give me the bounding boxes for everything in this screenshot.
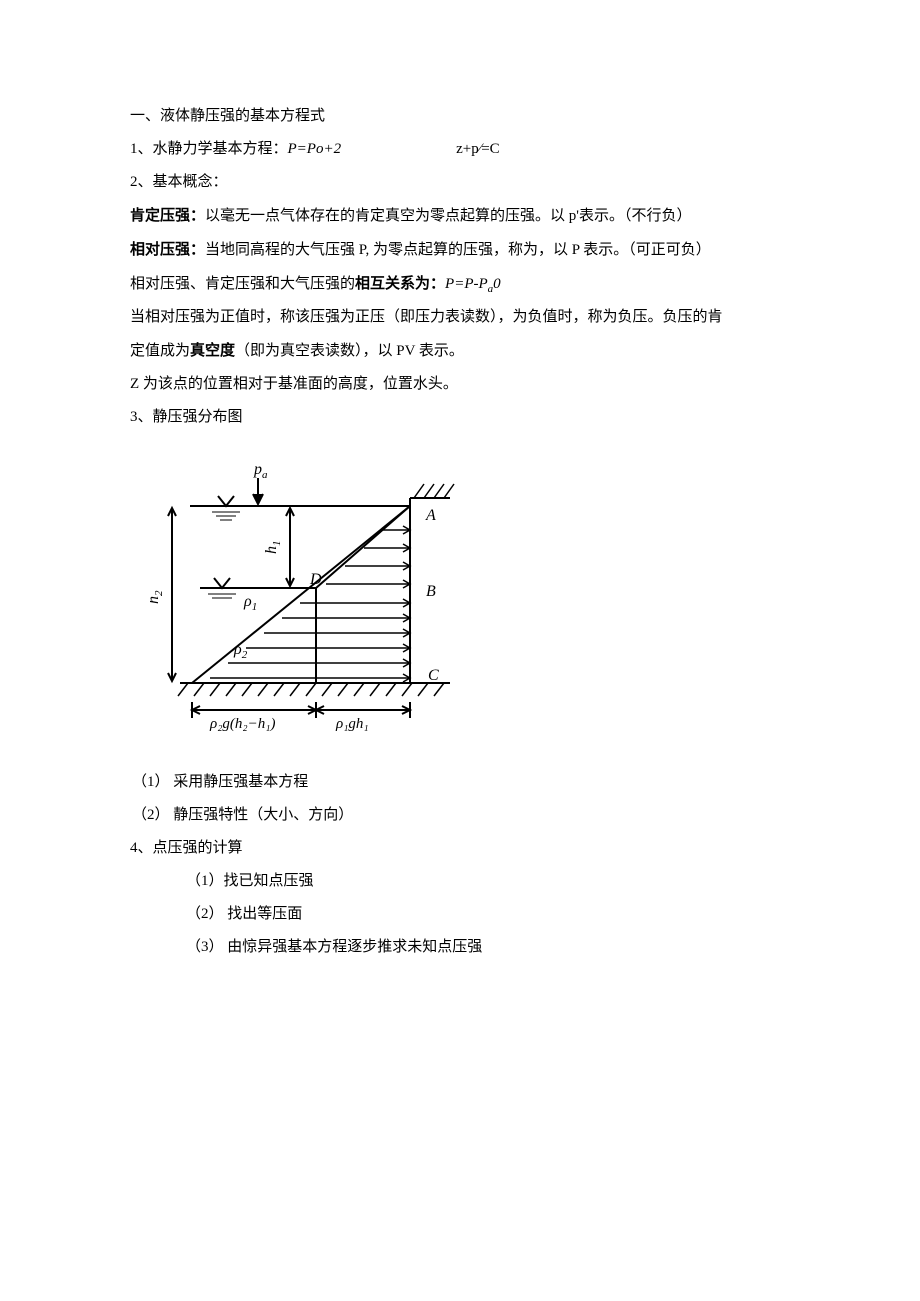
equation-2: z+p⁄=C bbox=[456, 133, 500, 166]
text: （即为真空表读数），以 PV 表示。 bbox=[235, 343, 464, 359]
line-relative-pressure: 相对压强：当地同高程的大气压强 P, 为零点起算的压强，称为，以 P 表示。（可… bbox=[130, 233, 790, 267]
text: 相对压强、肯定压强和大气压强的 bbox=[130, 276, 355, 292]
eq-tail: 0 bbox=[493, 276, 501, 292]
line-relation: 相对压强、肯定压强和大气压强的相互关系为：P=P-Pa0 bbox=[130, 267, 790, 301]
diagram-svg: pa A B C D ρ1 ρ2 h1 h2 ρ₂g(h₂−h₁) ρ₁gh₁ bbox=[150, 458, 458, 738]
svg-text:h2: h2 bbox=[150, 590, 165, 604]
line-absolute-pressure: 肯定压强：以毫无一点气体存在的肯定真空为零点起算的压强。以 p'表示。（不行负） bbox=[130, 199, 790, 233]
term: 真空度 bbox=[190, 342, 235, 359]
svg-text:A: A bbox=[425, 507, 436, 524]
line-vacuum: 定值成为真空度（即为真空表读数），以 PV 表示。 bbox=[130, 334, 790, 368]
document-page: 一、液体静压强的基本方程式 1、水静力学基本方程：P=Po+2 z+p⁄=C 2… bbox=[0, 0, 920, 1301]
line-equation: 1、水静力学基本方程：P=Po+2 z+p⁄=C bbox=[130, 133, 790, 166]
figure-pressure-distribution: pa A B C D ρ1 ρ2 h1 h2 ρ₂g(h₂−h₁) ρ₁gh₁ bbox=[150, 458, 790, 738]
equation-1: P=Po+2 bbox=[288, 141, 342, 157]
line-point-pressure: 4、点压强的计算 bbox=[130, 832, 790, 865]
svg-text:C: C bbox=[428, 667, 439, 684]
item-1-2: （2） 静压强特性（大小、方向） bbox=[130, 799, 790, 832]
term: 肯定压强： bbox=[130, 207, 205, 224]
item-1-1: （1） 采用静压强基本方程 bbox=[130, 766, 790, 799]
desc: 当地同高程的大气压强 P, 为零点起算的压强，称为，以 P 表示。（可正可负） bbox=[205, 242, 711, 258]
line-posneg: 当相对压强为正值时，称该压强为正压（即压力表读数），为负值时，称为负压。负压的肯 bbox=[130, 301, 790, 334]
text: 定值成为 bbox=[130, 343, 190, 359]
text: 1、水静力学基本方程： bbox=[130, 141, 288, 157]
item-4-1: （1）找已知点压强 bbox=[130, 865, 790, 898]
svg-text:ρ1: ρ1 bbox=[243, 593, 257, 613]
svg-text:ρ2: ρ2 bbox=[233, 641, 248, 661]
eq: P=P-P bbox=[445, 276, 488, 292]
item-4-3: （3） 由惊异强基本方程逐步推求未知点压强 bbox=[130, 931, 790, 964]
line-concepts: 2、基本概念： bbox=[130, 166, 790, 199]
svg-text:B: B bbox=[426, 583, 436, 600]
line-distribution: 3、静压强分布图 bbox=[130, 401, 790, 434]
heading-1: 一、液体静压强的基本方程式 bbox=[130, 100, 790, 133]
term: 相互关系为： bbox=[355, 275, 445, 292]
svg-text:h1: h1 bbox=[263, 541, 283, 555]
desc: 以毫无一点气体存在的肯定真空为零点起算的压强。以 p'表示。（不行负） bbox=[205, 208, 691, 224]
term: 相对压强： bbox=[130, 241, 205, 258]
svg-text:ρ₁gh₁: ρ₁gh₁ bbox=[335, 716, 369, 732]
svg-text:D: D bbox=[309, 571, 322, 588]
item-4-2: （2） 找出等压面 bbox=[130, 898, 790, 931]
svg-text:ρ₂g(h₂−h₁): ρ₂g(h₂−h₁) bbox=[209, 716, 275, 732]
eq-prefix: 1、水静力学基本方程：P=Po+2 bbox=[130, 133, 341, 166]
line-z: Z 为该点的位置相对于基准面的高度，位置水头。 bbox=[130, 368, 790, 401]
